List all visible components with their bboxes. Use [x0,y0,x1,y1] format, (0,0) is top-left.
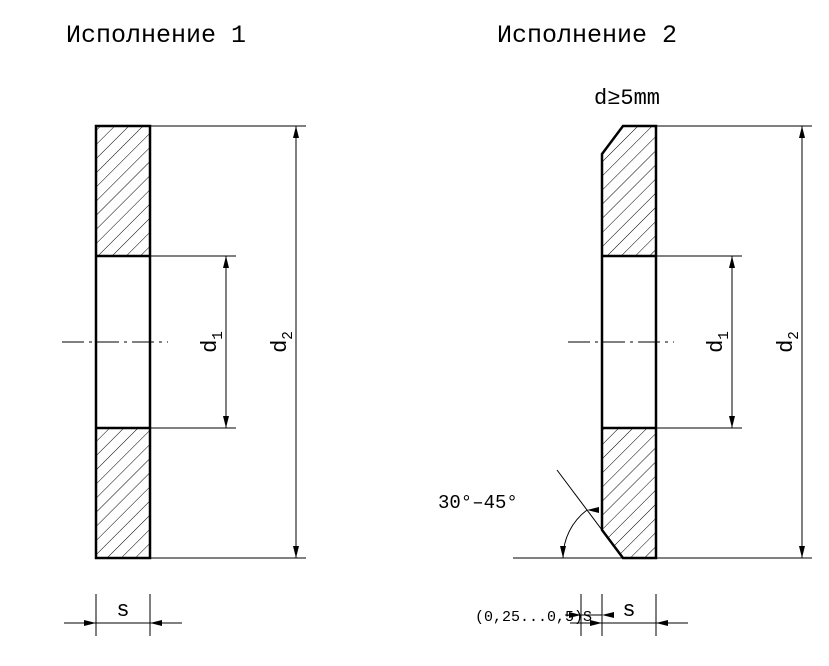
svg-text:d2: d2 [268,331,297,353]
svg-text:s: s [622,598,635,623]
svg-text:s: s [116,598,129,623]
svg-text:Исполнение 1: Исполнение 1 [66,21,246,50]
svg-text:30°–45°: 30°–45° [438,492,518,514]
svg-text:d1: d1 [198,331,227,353]
svg-text:Исполнение 2: Исполнение 2 [497,21,677,50]
svg-text:d≥5mm: d≥5mm [594,86,660,111]
svg-text:d1: d1 [704,331,733,353]
svg-text:d2: d2 [774,331,803,353]
svg-text:(0,25...0,5)S: (0,25...0,5)S [475,609,592,626]
